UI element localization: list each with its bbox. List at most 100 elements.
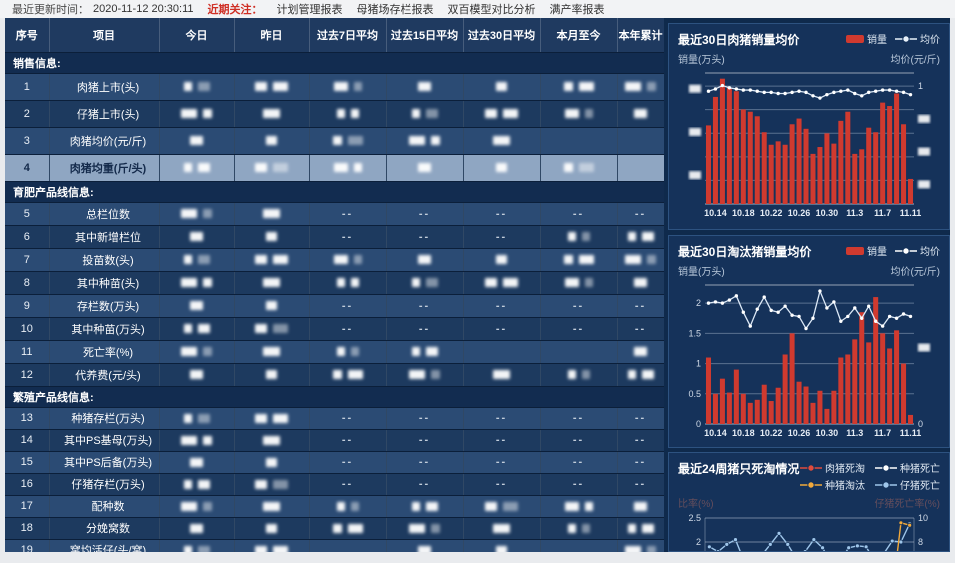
legend-item-1[interactable]: 均价 (895, 243, 940, 258)
legend-item-0[interactable]: 销量 (846, 243, 887, 258)
svg-text:8: 8 (918, 537, 923, 547)
redacted-value (181, 109, 197, 119)
data-cell (463, 73, 541, 101)
table-row-18[interactable]: 18 分娩窝数 (5, 517, 664, 540)
redacted-value (578, 82, 594, 92)
redacted-value (263, 501, 280, 511)
col-header-8: 本年累计 (617, 18, 664, 53)
redacted-value (266, 232, 277, 242)
data-cell (159, 429, 235, 452)
table-row-3[interactable]: 3 肉猪均价(元/斤) (5, 127, 664, 155)
redacted-value (197, 324, 210, 334)
redacted-value (353, 163, 362, 173)
empty-value-dashes: -- (341, 434, 354, 446)
legend-item-1[interactable]: 种猪死亡 (875, 460, 940, 475)
table-row-7[interactable]: 7 投苗数(头) (5, 248, 664, 272)
data-cell (159, 271, 235, 295)
report-link-2[interactable]: 双百模型对比分析 (447, 4, 536, 16)
table-row-12[interactable]: 12 代养费(元/头) (5, 363, 664, 387)
redacted-value (411, 501, 420, 511)
data-cell: -- (386, 225, 464, 249)
report-link-3[interactable]: 满产率报表 (549, 4, 605, 16)
legend-label: 均价 (920, 35, 940, 46)
row-index: 16 (5, 473, 50, 496)
table-row-8[interactable]: 8 其中种苗(头) (5, 271, 664, 295)
table-row-2[interactable]: 2 仔猪上市(头) (5, 100, 664, 128)
redacted-value (273, 163, 288, 173)
redacted-value (425, 501, 438, 511)
redacted-value (496, 163, 507, 173)
data-cell (159, 495, 235, 518)
table-row-10[interactable]: 10 其中种苗(万头) -- -- -- -- -- (5, 317, 664, 341)
redacted-value (332, 370, 342, 380)
data-cell: -- (617, 294, 664, 318)
data-cell: -- (540, 407, 618, 430)
redacted-value (266, 301, 277, 311)
table-row-14[interactable]: 14 其中PS基母(万头) -- -- -- -- -- (5, 429, 664, 452)
legend-label: 均价 (920, 247, 940, 258)
data-cell (386, 363, 464, 387)
table-row-4[interactable]: 4 肉猪均重(斤/头) (5, 154, 664, 182)
empty-value-dashes: -- (418, 322, 431, 335)
redacted-value (183, 413, 192, 423)
table-row-17[interactable]: 17 配种数 (5, 495, 664, 518)
redacted-value (181, 435, 197, 445)
legend-item-1[interactable]: 均价 (895, 31, 940, 46)
row-item-label: 肉猪均价(元/斤) (49, 127, 160, 155)
row-item-label: 死亡率(%) (49, 340, 160, 364)
table-row-16[interactable]: 16 仔猪存栏(万头) -- -- -- -- -- (5, 473, 664, 496)
data-cell: -- (540, 202, 618, 226)
table-row-5[interactable]: 5 总栏位数 -- -- -- -- -- (5, 202, 664, 226)
redacted-value (197, 163, 210, 173)
right-axis-label: 仔猪死亡率(%) (874, 499, 940, 510)
data-cell: -- (309, 473, 387, 496)
table-row-1[interactable]: 1 肉猪上市(头) (5, 73, 664, 101)
legend-item-0[interactable]: 销量 (846, 31, 887, 46)
data-cell (386, 340, 464, 364)
table-row-15[interactable]: 15 其中PS后备(万头) -- -- -- -- -- (5, 451, 664, 474)
section-row: 育肥产品线信息: (5, 181, 664, 203)
table-row-6[interactable]: 6 其中新增栏位 -- -- -- (5, 225, 664, 249)
legend-item-3[interactable]: 仔猪死亡 (875, 477, 940, 492)
svg-text:11.3: 11.3 (846, 208, 863, 218)
redacted-value (255, 545, 267, 552)
redacted-value (197, 545, 210, 552)
data-cell: -- (463, 294, 541, 318)
table-row-11[interactable]: 11 死亡率(%) (5, 340, 664, 364)
redacted-value (647, 255, 656, 265)
empty-value-dashes: -- (634, 456, 647, 468)
redacted-value (203, 209, 212, 219)
data-cell (386, 495, 464, 518)
line-marker-icon (800, 480, 822, 489)
report-link-1[interactable]: 母猪场存栏报表 (356, 4, 434, 16)
table-row-19[interactable]: 19 窝均活仔(头/窝) (5, 539, 664, 552)
legend-item-0[interactable]: 肉猪死淘 (800, 460, 865, 475)
table-row-9[interactable]: 9 存栏数(万头) -- -- -- -- -- (5, 294, 664, 318)
data-cell (540, 73, 618, 101)
row-item-label: 其中PS后备(万头) (49, 451, 160, 474)
redacted-value (625, 82, 641, 92)
report-link-0[interactable]: 计划管理报表 (276, 4, 343, 16)
charts-column: 最近30日肉猪销量均价 销量 均价 销量(万头) 均价(元/斤) 1 10.14 10… (668, 18, 950, 552)
data-cell: -- (386, 451, 464, 474)
redacted-value (190, 523, 203, 533)
section-row: 销售信息: (5, 52, 664, 74)
section-title: 繁殖产品线信息: (5, 386, 664, 408)
redacted-value (333, 255, 348, 265)
axis-labels: 销量(万头) 均价(元/斤) (678, 51, 940, 66)
data-cell (234, 429, 310, 452)
data-cell: -- (386, 473, 464, 496)
redacted-value (183, 479, 192, 489)
data-cell (159, 154, 235, 182)
legend-label: 销量 (867, 35, 887, 46)
empty-value-dashes: -- (572, 412, 585, 424)
redacted-value (634, 278, 647, 288)
data-cell (309, 363, 387, 387)
empty-value-dashes: -- (341, 322, 354, 335)
table-row-13[interactable]: 13 种猪存栏(万头) -- -- -- -- -- (5, 407, 664, 430)
empty-value-dashes: -- (495, 230, 508, 243)
legend-item-2[interactable]: 种猪淘汰 (800, 477, 865, 492)
redacted-value (183, 324, 192, 334)
data-cell (540, 225, 618, 249)
data-cell (234, 100, 310, 128)
